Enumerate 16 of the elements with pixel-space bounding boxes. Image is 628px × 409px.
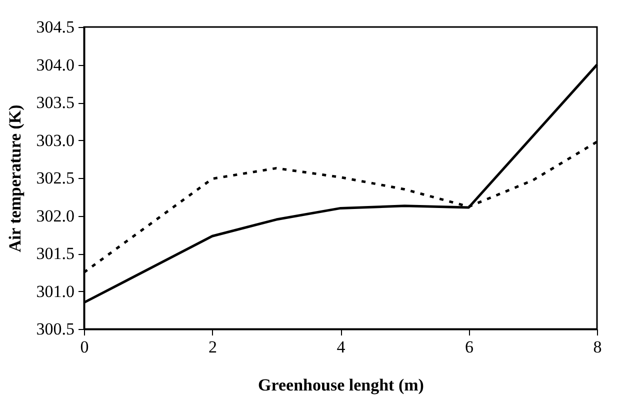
y-tick-label: 304.5 [36,18,74,36]
y-axis-title: Air temperature (K) [5,104,24,252]
y-tick-label: 300.5 [36,320,74,338]
x-tick-label: 4 [336,338,346,356]
y-tick-label: 302.0 [36,206,74,226]
x-tick-label: 0 [80,338,89,356]
y-tick-label: 303.5 [36,93,74,112]
x-tick-label: 6 [465,338,474,356]
y-tick-label: 301.0 [36,282,74,301]
y-tick-label: 301.5 [36,244,74,263]
x-axis-title: Greenhouse lenght (m) [258,376,424,394]
x-tick-label: 2 [208,338,217,356]
y-tick-label: 302.5 [36,168,74,188]
x-tick-label: 8 [593,338,602,356]
y-tick-label: 304.0 [36,55,74,74]
y-tick-label: 303.0 [36,130,74,150]
